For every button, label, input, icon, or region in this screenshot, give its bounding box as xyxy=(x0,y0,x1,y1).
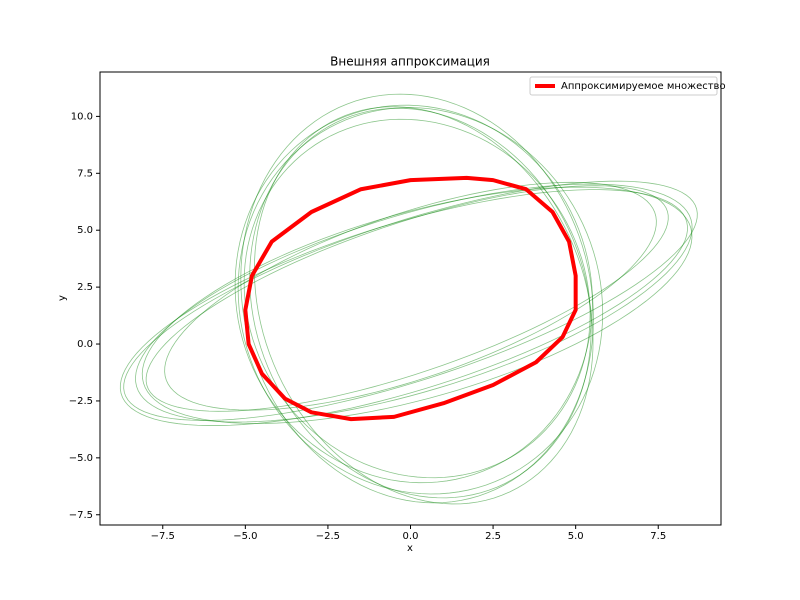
y-tick-label: 5.0 xyxy=(77,225,93,236)
ellipse xyxy=(135,183,693,423)
ellipse xyxy=(253,106,594,505)
ellipse xyxy=(249,107,592,499)
x-tick-label: 0.0 xyxy=(403,531,419,542)
line xyxy=(243,175,578,422)
axes-frame xyxy=(99,71,722,526)
y-tick-label: 2.5 xyxy=(77,282,93,293)
y-axis-label: y xyxy=(57,295,68,301)
y-tick-label: −2.5 xyxy=(69,396,93,407)
x-tick-label: −2.5 xyxy=(316,531,340,542)
x-tick-label: 7.5 xyxy=(650,531,666,542)
ellipse xyxy=(119,189,688,426)
y-tick-label: −7.5 xyxy=(69,510,93,521)
legend-box xyxy=(529,76,718,96)
ellipse xyxy=(141,186,693,424)
ellipse xyxy=(234,104,593,484)
ellipse xyxy=(237,107,604,495)
x-tick-label: −7.5 xyxy=(151,531,175,542)
legend-label: Аппроксимируемое множество xyxy=(561,81,726,92)
x-tick-label: 5.0 xyxy=(568,531,584,542)
ellipse xyxy=(123,180,698,421)
y-tick-label: −5.0 xyxy=(69,453,93,464)
ellipse xyxy=(243,118,591,479)
plot-area xyxy=(119,93,698,505)
x-axis-label: x xyxy=(407,543,413,554)
y-tick-label: 10.0 xyxy=(71,111,93,122)
y-tick-label: 7.5 xyxy=(77,168,93,179)
ellipse xyxy=(240,93,594,504)
chart-title: Внешняя аппроксимация xyxy=(330,55,490,69)
x-tick-label: 2.5 xyxy=(485,531,501,542)
y-tick-label: 0.0 xyxy=(77,339,93,350)
x-tick-label: −5.0 xyxy=(233,531,257,542)
